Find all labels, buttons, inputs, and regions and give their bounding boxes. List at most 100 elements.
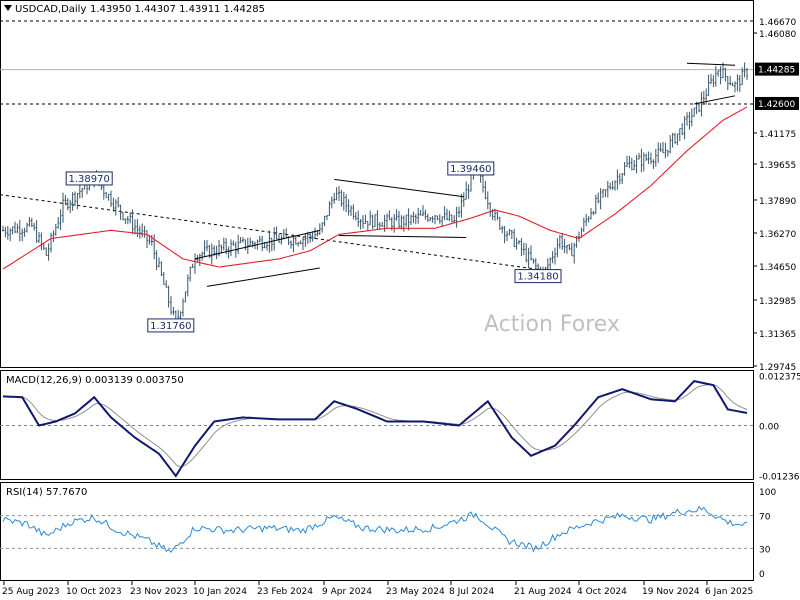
price-bar-180 bbox=[434, 215, 436, 225]
price-bar-26 bbox=[64, 194, 67, 206]
price-bar-229 bbox=[551, 251, 554, 264]
price-bar-193 bbox=[465, 181, 468, 200]
price-bar-19 bbox=[47, 243, 50, 261]
price-bar-249 bbox=[599, 188, 602, 210]
price-bar-232 bbox=[558, 234, 561, 249]
price-bar-183 bbox=[441, 216, 444, 226]
price-bar-32 bbox=[78, 184, 81, 199]
price-bar-11 bbox=[28, 217, 31, 227]
price-bar-267 bbox=[642, 152, 645, 172]
level-tag-label: 1.44285 bbox=[758, 66, 795, 76]
price-bar-262 bbox=[630, 157, 633, 171]
price-bar-70 bbox=[170, 296, 172, 315]
annotation-box bbox=[514, 269, 562, 284]
price-bar-283 bbox=[681, 123, 684, 136]
chart-header: USDCAD,Daily 1.43950 1.44307 1.43911 1.4… bbox=[4, 4, 265, 15]
price-bar-234 bbox=[563, 238, 566, 254]
price-bar-263 bbox=[633, 159, 636, 171]
annotation-label: 1.38970 bbox=[69, 174, 110, 185]
pattern-line-0 bbox=[194, 229, 320, 260]
price-bar-104 bbox=[251, 240, 254, 248]
annotation-3: 1.34180 bbox=[514, 269, 562, 284]
date-tick-label: 6 Jan 2025 bbox=[705, 587, 753, 597]
price-bar-63 bbox=[153, 234, 156, 260]
price-bar-96 bbox=[232, 240, 235, 246]
rsi-tick-label: 100 bbox=[759, 488, 776, 498]
price-bar-269 bbox=[647, 151, 650, 165]
price-bar-10 bbox=[26, 222, 28, 233]
price-bar-141 bbox=[340, 189, 343, 207]
price-bar-282 bbox=[678, 128, 681, 142]
collapse-triangle-icon[interactable] bbox=[4, 5, 12, 11]
price-tick-label: 1.39655 bbox=[759, 161, 796, 171]
price-bar-142 bbox=[342, 191, 345, 211]
price-bar-187 bbox=[450, 214, 453, 223]
price-bar-272 bbox=[654, 148, 657, 167]
price-bar-128 bbox=[309, 232, 312, 243]
price-bar-219 bbox=[527, 247, 530, 269]
macd-label: MACD(12,26,9) 0.003139 0.003750 bbox=[6, 375, 184, 386]
price-bar-169 bbox=[407, 208, 410, 231]
date-tick-label: 9 Apr 2024 bbox=[322, 587, 372, 597]
price-bar-177 bbox=[426, 213, 429, 223]
price-bar-29 bbox=[71, 192, 74, 211]
price-bar-25 bbox=[62, 192, 64, 223]
price-bar-18 bbox=[45, 247, 48, 256]
price-bar-54 bbox=[131, 209, 134, 235]
price-bar-277 bbox=[666, 149, 669, 157]
price-bar-47 bbox=[114, 199, 117, 216]
price-bar-174 bbox=[419, 209, 422, 216]
pattern-line-5 bbox=[694, 95, 736, 105]
date-tick-label: 23 Feb 2024 bbox=[257, 587, 313, 597]
price-bar-22 bbox=[54, 223, 57, 237]
price-bar-251 bbox=[604, 189, 607, 198]
price-bar-125 bbox=[302, 237, 304, 251]
price-bar-65 bbox=[158, 257, 160, 268]
price-bar-150 bbox=[362, 215, 364, 229]
price-bar-176 bbox=[424, 209, 427, 220]
date-tick-label: 23 May 2024 bbox=[386, 587, 445, 597]
price-bar-230 bbox=[554, 247, 556, 265]
macd-panel bbox=[0, 370, 754, 480]
level-tag bbox=[755, 96, 799, 110]
price-bar-167 bbox=[402, 215, 405, 232]
price-bar-216 bbox=[520, 238, 523, 256]
moving-average-line bbox=[2, 106, 748, 270]
price-bar-13 bbox=[33, 222, 36, 231]
price-bar-252 bbox=[606, 180, 609, 198]
price-bar-91 bbox=[220, 244, 223, 254]
price-bar-175 bbox=[422, 205, 424, 216]
price-bar-42 bbox=[102, 184, 105, 200]
price-bar-151 bbox=[364, 214, 367, 225]
price-bar-242 bbox=[582, 217, 585, 233]
price-bar-257 bbox=[618, 173, 621, 185]
price-bar-122 bbox=[294, 235, 297, 245]
price-bar-52 bbox=[126, 215, 129, 225]
date-tick-label: 8 Jul 2024 bbox=[449, 587, 494, 597]
price-bar-1 bbox=[4, 226, 7, 238]
price-bar-155 bbox=[374, 214, 376, 228]
date-tick-label: 19 Nov 2024 bbox=[642, 587, 700, 597]
price-bar-253 bbox=[609, 182, 612, 190]
price-bar-264 bbox=[635, 154, 638, 174]
price-bar-69 bbox=[167, 285, 170, 308]
price-bar-92 bbox=[222, 237, 225, 251]
price-bar-250 bbox=[602, 188, 604, 198]
price-bar-270 bbox=[650, 152, 652, 165]
price-bar-217 bbox=[522, 242, 525, 256]
price-bar-266 bbox=[640, 148, 643, 173]
price-bar-178 bbox=[429, 216, 432, 222]
price-bar-107 bbox=[258, 235, 261, 243]
date-tick-label: 4 Oct 2024 bbox=[577, 587, 627, 597]
watermark: Action Forex bbox=[484, 312, 620, 337]
price-bar-231 bbox=[556, 238, 559, 258]
pattern-line-3 bbox=[338, 234, 467, 238]
price-bar-157 bbox=[378, 222, 381, 230]
price-bar-145 bbox=[350, 205, 352, 217]
rsi-tick-label: 30 bbox=[759, 545, 771, 555]
price-bar-87 bbox=[210, 243, 213, 265]
annotation-label: 1.39460 bbox=[450, 164, 491, 175]
price-bar-8 bbox=[21, 228, 24, 242]
price-bar-306 bbox=[736, 74, 739, 92]
price-bar-290 bbox=[698, 103, 700, 113]
